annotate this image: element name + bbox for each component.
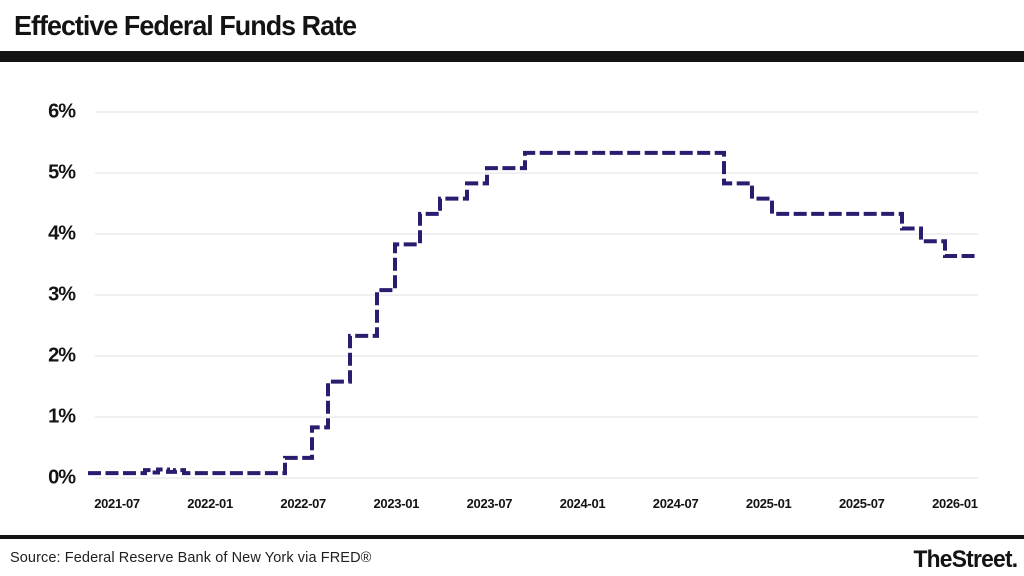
header-rule: [0, 51, 1024, 62]
x-axis-label: 2025-01: [745, 496, 792, 511]
x-axis-label: 2023-01: [373, 496, 420, 511]
page-title: Effective Federal Funds Rate: [14, 10, 357, 41]
thestreet-logo: TheStreet.: [913, 546, 1018, 573]
y-axis-label: 0%: [48, 466, 76, 489]
x-axis-label: 2024-01: [559, 496, 606, 511]
x-axis-label: 2022-01: [187, 496, 233, 511]
effr-step-line: [88, 150, 976, 476]
effr-chart: 6% 5% 4% 3% 2% 1% 0%: [0, 62, 1024, 535]
y-axis-label: 6%: [48, 100, 76, 123]
source-attribution: Source: Federal Reserve Bank of New York…: [10, 550, 372, 566]
x-axis-label: 2021-07: [94, 496, 140, 511]
y-axis-label: 2%: [48, 344, 76, 367]
chart-svg: [88, 111, 978, 479]
x-axis-label: 2026-01: [932, 496, 978, 511]
x-axis-label: 2024-07: [652, 496, 699, 511]
x-axis-label: 2022-07: [280, 496, 326, 511]
y-axis-label: 3%: [48, 283, 76, 306]
y-axis-label: 5%: [48, 161, 76, 184]
footer-rule: [0, 535, 1024, 539]
y-axis-label: 1%: [48, 405, 76, 428]
y-axis-label: 4%: [48, 222, 76, 245]
x-axis-label: 2023-07: [466, 496, 513, 511]
x-axis-label: 2025-07: [838, 496, 885, 511]
